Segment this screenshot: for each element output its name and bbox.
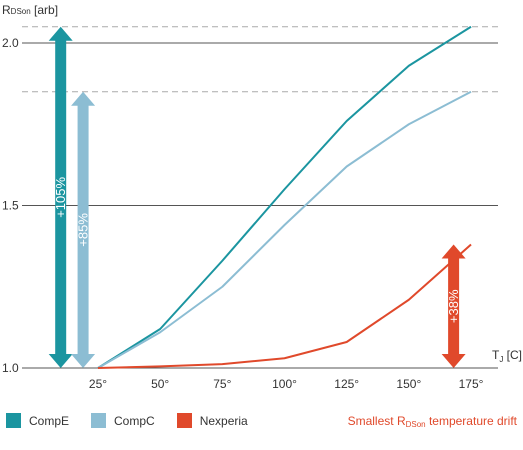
y-tick-label-1-5: 1.5 [2, 199, 19, 213]
series-line-nexperia [97, 243, 472, 369]
legend-item-nexperia: Nexperia [176, 413, 248, 428]
arrow-compc [71, 91, 96, 368]
arrow-label-compe: +105% [53, 177, 68, 218]
x-axis-label-main: T [492, 348, 500, 362]
drift-footnote: Smallest RDSon temperature drift [348, 414, 517, 429]
series-line-compe [97, 25, 472, 369]
series-lines [97, 25, 472, 369]
y-axis-label-main: R [2, 3, 11, 17]
x-tick-labels: 25° 50° 75° 100° 125° 150° 175° [89, 377, 484, 391]
y-axis-label-sub: DSon [11, 7, 31, 16]
legend: CompE CompC Nexperia [6, 413, 270, 428]
drift-footnote-main: Smallest R [347, 414, 406, 428]
legend-swatch-compe [6, 413, 21, 428]
x-tick-label-100: 100° [272, 377, 297, 391]
x-tick-label-150: 150° [396, 377, 421, 391]
x-tick-label-25: 25° [89, 377, 107, 391]
legend-swatch-nexperia [176, 413, 192, 428]
x-axis-label-sub: J [499, 355, 503, 364]
arrow-nexperia [441, 244, 466, 368]
x-tick-label-75: 75° [213, 377, 231, 391]
arrow-compe [48, 26, 73, 368]
legend-swatch-compc [91, 413, 107, 428]
y-tick-label-1-0: 1.0 [2, 361, 19, 375]
annotation-arrows: +105% +85% +38% [48, 26, 466, 368]
y-tick-labels: 1.0 1.5 2.0 [2, 36, 19, 375]
drift-footnote-sub: DSon [405, 420, 426, 429]
legend-item-compc: CompC [91, 413, 155, 428]
arrow-label-nexperia: +38% [446, 289, 461, 323]
x-tick-label-50: 50° [151, 377, 169, 391]
series-line-compc [97, 90, 472, 369]
legend-item-compe: CompE [6, 413, 69, 428]
arrow-label-compc: +85% [76, 213, 91, 247]
x-axis-label: TJ [C] [492, 348, 522, 364]
y-axis-label-rest: [arb] [31, 3, 58, 17]
y-tick-label-2-0: 2.0 [2, 36, 19, 50]
y-axis-label: RDSon [arb] [2, 3, 58, 17]
legend-label-nexperia: Nexperia [199, 413, 248, 428]
x-tick-label-175: 175° [459, 377, 484, 391]
x-tick-label-125: 125° [334, 377, 359, 391]
reference-lines [22, 26, 498, 93]
legend-label-compe: CompE [29, 413, 70, 428]
legend-label-compc: CompC [114, 413, 155, 428]
drift-footnote-rest: temperature drift [425, 414, 517, 428]
x-axis-label-rest: [C] [503, 348, 522, 362]
